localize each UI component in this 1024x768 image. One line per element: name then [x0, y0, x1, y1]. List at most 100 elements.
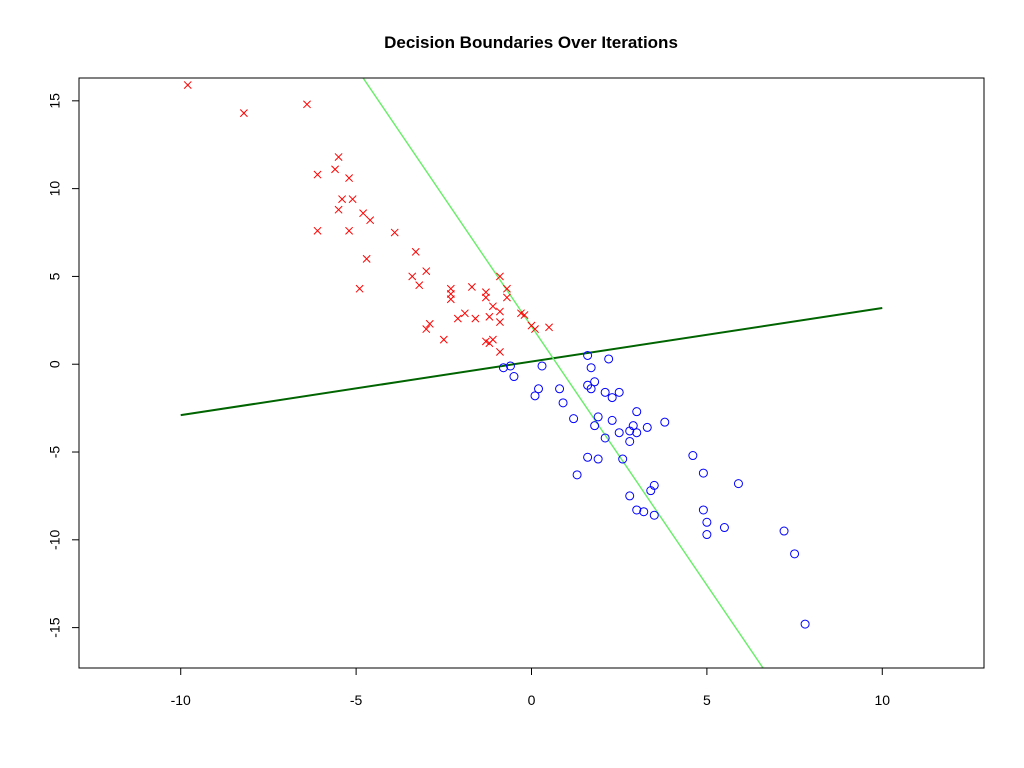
- circle-point: [800, 619, 810, 629]
- circle-point: [632, 428, 642, 438]
- cross-point: [313, 226, 322, 235]
- cross-point: [390, 228, 399, 237]
- boundary-lines: [180, 78, 883, 668]
- circle-point: [625, 426, 635, 436]
- cross-point: [331, 165, 340, 174]
- cross-point: [239, 109, 248, 118]
- circle-point: [530, 391, 540, 401]
- y-axis: -15 -10 -5 0 5 10 15: [47, 93, 80, 638]
- circle-point: [607, 415, 617, 425]
- circle-point: [632, 505, 642, 515]
- chart-title: Decision Boundaries Over Iterations: [384, 33, 678, 52]
- cross-point: [495, 272, 504, 281]
- circle-point: [590, 377, 600, 387]
- cross-point: [411, 247, 420, 256]
- circle-point: [646, 486, 656, 496]
- cross-point: [488, 302, 497, 311]
- x-tick-label: 0: [528, 692, 536, 708]
- x-tick-label: 10: [874, 692, 890, 708]
- circle-point: [534, 384, 544, 394]
- circle-point: [702, 530, 712, 540]
- x-tick-label: -5: [350, 692, 363, 708]
- circle-point: [614, 387, 624, 397]
- cross-point: [362, 254, 371, 263]
- circle-point: [537, 361, 547, 371]
- circle-point: [618, 454, 628, 464]
- x-tick-label: -10: [171, 692, 191, 708]
- decision-boundary-line: [180, 307, 883, 417]
- cross-point: [348, 195, 357, 204]
- cross-point: [471, 314, 480, 323]
- cross-point: [422, 267, 431, 276]
- circle-point: [632, 407, 642, 417]
- cross-point: [531, 325, 539, 334]
- circle-point: [572, 470, 582, 480]
- circle-point: [660, 417, 670, 427]
- circle-point: [790, 549, 800, 559]
- cross-point: [495, 307, 504, 316]
- circle-point: [583, 452, 593, 462]
- cross-point: [545, 323, 553, 332]
- cross-point: [355, 284, 364, 293]
- cross-point: [334, 153, 343, 161]
- circle-point: [649, 510, 659, 520]
- circle-point: [600, 387, 610, 397]
- cross-point: [366, 216, 375, 225]
- cross-point: [460, 309, 469, 318]
- cross-point: [502, 284, 511, 293]
- y-tick-label: 10: [47, 181, 63, 197]
- cross-point: [520, 311, 529, 320]
- circle-point: [604, 354, 614, 364]
- circle-point: [593, 412, 603, 422]
- cross-point: [345, 174, 354, 183]
- y-tick-label: -10: [47, 529, 63, 549]
- circle-point: [607, 393, 617, 403]
- circle-point: [509, 372, 519, 382]
- y-tick-label: 0: [47, 360, 63, 368]
- plot-frame: [78, 77, 985, 669]
- cross-point: [422, 325, 431, 334]
- y-tick-label: 5: [47, 272, 63, 280]
- cross-point: [485, 312, 494, 321]
- circle-point: [625, 491, 635, 501]
- cross-point: [495, 318, 504, 327]
- cross-point: [446, 295, 455, 304]
- cross-point: [415, 281, 424, 290]
- circle-point: [586, 363, 596, 373]
- circle-point: [702, 517, 712, 527]
- cross-point: [467, 283, 476, 291]
- circle-point: [558, 398, 568, 408]
- circle-point: [586, 384, 596, 394]
- cross-point: [408, 272, 417, 281]
- cross-point: [425, 319, 434, 328]
- cross-point: [453, 314, 462, 323]
- x-tick-label: 5: [703, 692, 711, 708]
- circle-point: [569, 414, 579, 424]
- y-tick-label: -5: [47, 446, 63, 459]
- circle-point: [779, 526, 789, 536]
- circle-point: [625, 436, 635, 446]
- cross-point: [338, 195, 347, 204]
- circle-point: [642, 422, 652, 432]
- circle-point: [583, 350, 593, 360]
- circle-point: [698, 468, 708, 478]
- cross-point: [481, 293, 490, 302]
- circle-point: [733, 479, 743, 489]
- cross-point: [485, 339, 494, 348]
- circle-point: [719, 523, 729, 533]
- circle-point: [498, 363, 508, 373]
- cross-point: [183, 81, 192, 89]
- data-points: [183, 81, 810, 629]
- circle-point: [590, 421, 600, 431]
- cross-point: [313, 170, 322, 179]
- cross-point: [334, 205, 343, 214]
- circle-point: [698, 505, 708, 515]
- circle-point: [614, 428, 624, 438]
- cross-point: [502, 293, 511, 302]
- circle-point: [639, 507, 649, 517]
- cross-point: [303, 100, 311, 109]
- circle-point: [505, 361, 515, 371]
- circle-point: [600, 433, 610, 443]
- y-tick-label: 15: [47, 93, 63, 109]
